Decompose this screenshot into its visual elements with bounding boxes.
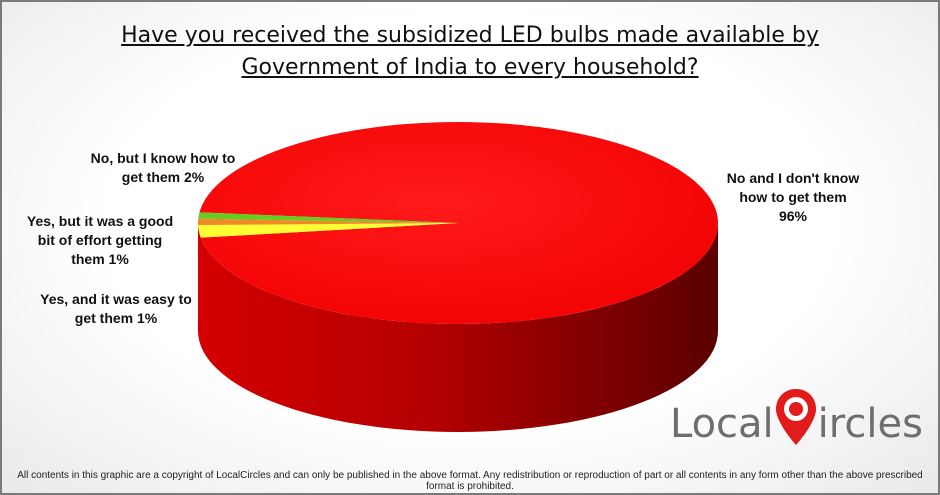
label-yes-easy-line-1: Yes, and it was easy to <box>40 291 192 307</box>
pie-slice-no-dont-know <box>199 121 719 324</box>
label-yes-effort-line-2: bit of effort getting <box>37 232 163 248</box>
label-yes-effort-line-3: them 1% <box>71 251 129 267</box>
label-yes-effort: Yes, but it was a good bit of effort get… <box>2 212 198 269</box>
localcircles-logo: Local ircles <box>670 387 923 447</box>
pie-slice-yes-easy <box>198 212 458 223</box>
label-no-dont-know: No and I don't know how to get them 96% <box>708 169 878 226</box>
pie-slice-yes-effort <box>198 218 458 226</box>
label-no-dont-know-line-1: No and I don't know <box>726 170 860 186</box>
copyright-footer: All contents in this graphic are a copyr… <box>17 470 923 492</box>
label-no-know-line-1: No, but I know how to <box>90 150 236 166</box>
logo-text-right: ircles <box>817 401 923 447</box>
label-no-know: No, but I know how to get them 2% <box>58 149 268 187</box>
location-pin-icon <box>775 389 816 445</box>
title-line-2: Government of India to every household? <box>241 55 699 80</box>
chart-title: Have you received the subsidized LED bul… <box>2 20 938 84</box>
logo-text-left: Local <box>670 401 774 447</box>
label-yes-effort-line-1: Yes, but it was a good <box>26 213 174 229</box>
pie-side-wall <box>198 223 718 432</box>
label-no-know-line-2: get them 2% <box>121 169 205 185</box>
pie-slice-no-know <box>198 223 458 238</box>
label-yes-easy-line-2: get them 1% <box>74 310 158 326</box>
label-no-dont-know-line-3: 96% <box>778 208 808 224</box>
title-line-1: Have you received the subsidized LED bul… <box>121 23 819 48</box>
label-yes-easy: Yes, and it was easy to get them 1% <box>2 290 230 328</box>
label-no-dont-know-line-2: how to get them <box>739 189 847 205</box>
